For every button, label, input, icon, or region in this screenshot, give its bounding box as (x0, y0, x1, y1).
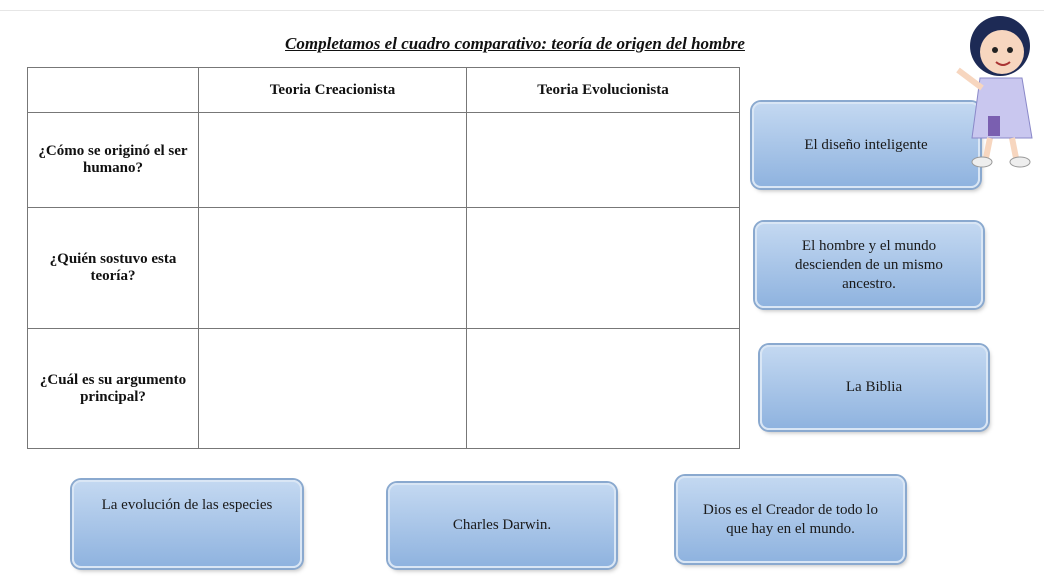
column-header: Teoria Creacionista (198, 67, 467, 113)
corner-cell (27, 67, 199, 113)
drag-card[interactable]: El diseño inteligente (752, 102, 980, 188)
drag-card[interactable]: La Biblia (760, 345, 988, 430)
drag-card[interactable]: El hombre y el mundo descienden de un mi… (755, 222, 983, 308)
column-header: Teoria Evolucionista (466, 67, 740, 113)
drag-card[interactable]: La evolución de las especies (72, 480, 302, 568)
girl-illustration (956, 16, 1033, 168)
row-header: ¿Cómo se originó el ser humano? (27, 112, 199, 208)
answer-cell[interactable] (198, 207, 467, 329)
drag-card[interactable]: Charles Darwin. (388, 483, 616, 568)
answer-cell[interactable] (198, 328, 467, 449)
comparison-table: Teoria Creacionista Teoria Evolucionista… (27, 67, 740, 449)
row-header: ¿Cuál es su argumento principal? (27, 328, 199, 449)
divider (0, 10, 1044, 11)
drag-card[interactable]: Dios es el Creador de todo lo que hay en… (676, 476, 905, 563)
row-header: ¿Quién sostuvo esta teoría? (27, 207, 199, 329)
answer-cell[interactable] (198, 112, 467, 208)
answer-cell[interactable] (466, 112, 740, 208)
title: Completamos el cuadro comparativo: teorí… (285, 34, 745, 53)
answer-cell[interactable] (466, 207, 740, 329)
answer-cell[interactable] (466, 328, 740, 449)
